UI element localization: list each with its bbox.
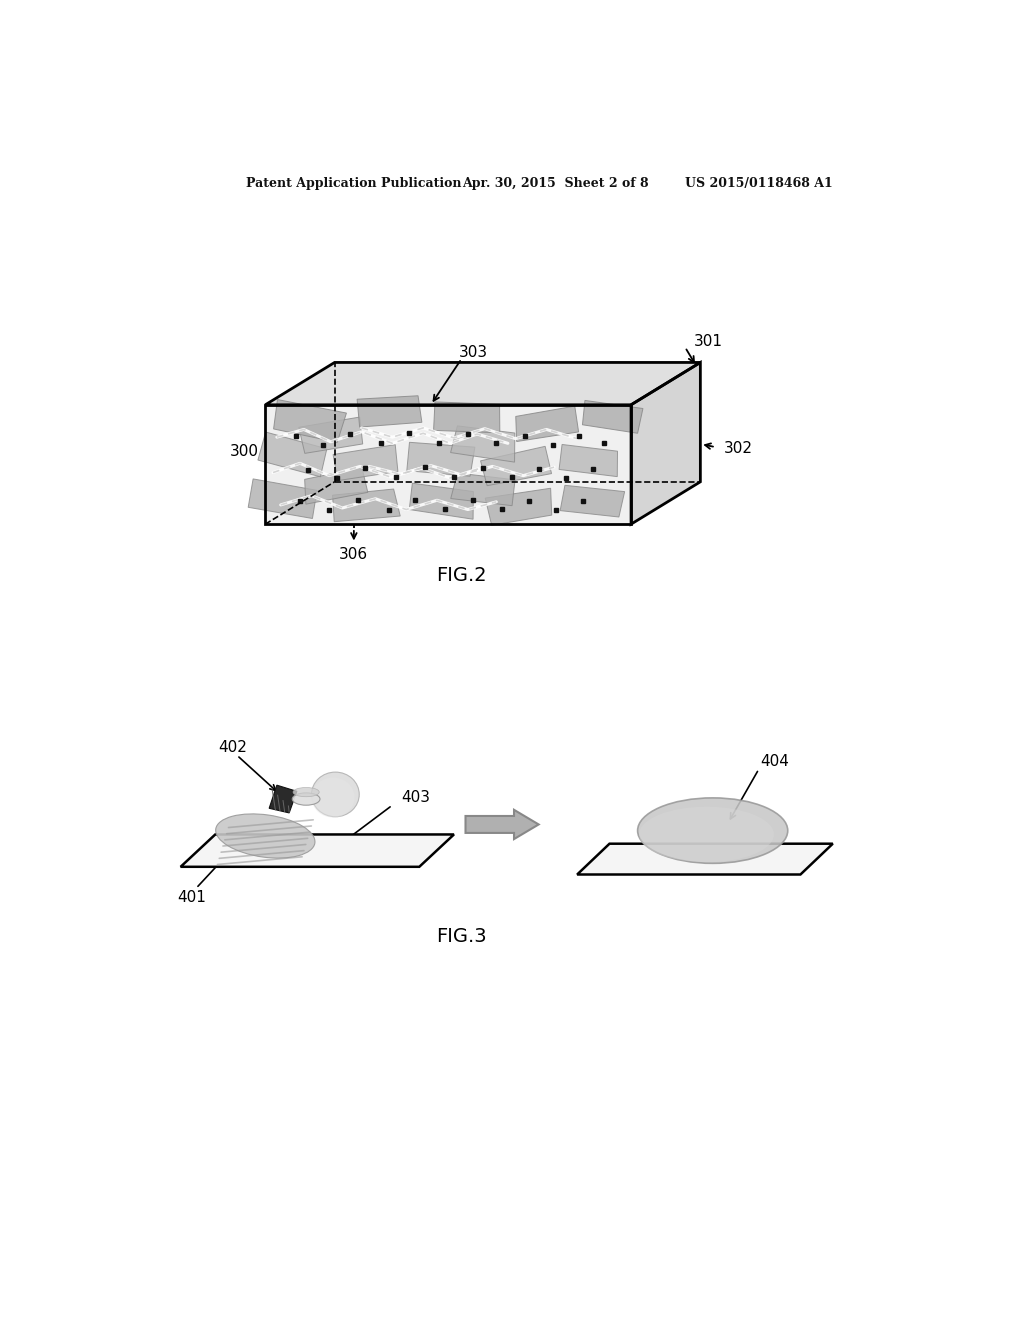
Text: 300: 300 bbox=[230, 444, 259, 458]
Ellipse shape bbox=[292, 793, 319, 805]
Text: 306: 306 bbox=[339, 546, 369, 562]
Text: FIG.3: FIG.3 bbox=[436, 927, 487, 945]
Polygon shape bbox=[433, 401, 500, 433]
Ellipse shape bbox=[216, 814, 315, 858]
Ellipse shape bbox=[638, 797, 787, 863]
Text: US 2015/0118468 A1: US 2015/0118468 A1 bbox=[685, 177, 833, 190]
Polygon shape bbox=[578, 843, 833, 875]
Text: 301: 301 bbox=[694, 334, 723, 350]
Polygon shape bbox=[333, 488, 400, 521]
Text: 401: 401 bbox=[178, 890, 207, 906]
Ellipse shape bbox=[639, 807, 774, 862]
Polygon shape bbox=[631, 363, 700, 524]
Polygon shape bbox=[180, 834, 454, 867]
Polygon shape bbox=[480, 446, 552, 486]
Polygon shape bbox=[265, 363, 700, 405]
Text: 402: 402 bbox=[218, 741, 248, 755]
Text: 403: 403 bbox=[401, 789, 431, 805]
Polygon shape bbox=[560, 486, 625, 517]
Polygon shape bbox=[516, 407, 579, 441]
Polygon shape bbox=[299, 417, 362, 453]
Polygon shape bbox=[583, 400, 643, 433]
Text: Patent Application Publication: Patent Application Publication bbox=[246, 177, 462, 190]
Polygon shape bbox=[451, 426, 515, 462]
Polygon shape bbox=[333, 445, 398, 480]
Polygon shape bbox=[248, 479, 317, 519]
Ellipse shape bbox=[293, 788, 319, 797]
Polygon shape bbox=[357, 396, 422, 428]
Polygon shape bbox=[269, 785, 297, 813]
Text: 302: 302 bbox=[724, 441, 753, 457]
Polygon shape bbox=[407, 442, 475, 477]
FancyArrow shape bbox=[466, 810, 539, 840]
Ellipse shape bbox=[311, 772, 359, 817]
Polygon shape bbox=[485, 488, 552, 525]
Polygon shape bbox=[410, 483, 473, 519]
Text: 303: 303 bbox=[459, 345, 487, 360]
Polygon shape bbox=[559, 445, 617, 477]
Ellipse shape bbox=[311, 777, 354, 817]
Polygon shape bbox=[451, 473, 515, 506]
Text: 404: 404 bbox=[761, 754, 790, 768]
Polygon shape bbox=[258, 432, 327, 477]
Polygon shape bbox=[305, 467, 368, 504]
Polygon shape bbox=[265, 405, 631, 524]
Text: Apr. 30, 2015  Sheet 2 of 8: Apr. 30, 2015 Sheet 2 of 8 bbox=[462, 177, 648, 190]
Text: FIG.2: FIG.2 bbox=[436, 566, 487, 585]
Polygon shape bbox=[273, 400, 346, 442]
